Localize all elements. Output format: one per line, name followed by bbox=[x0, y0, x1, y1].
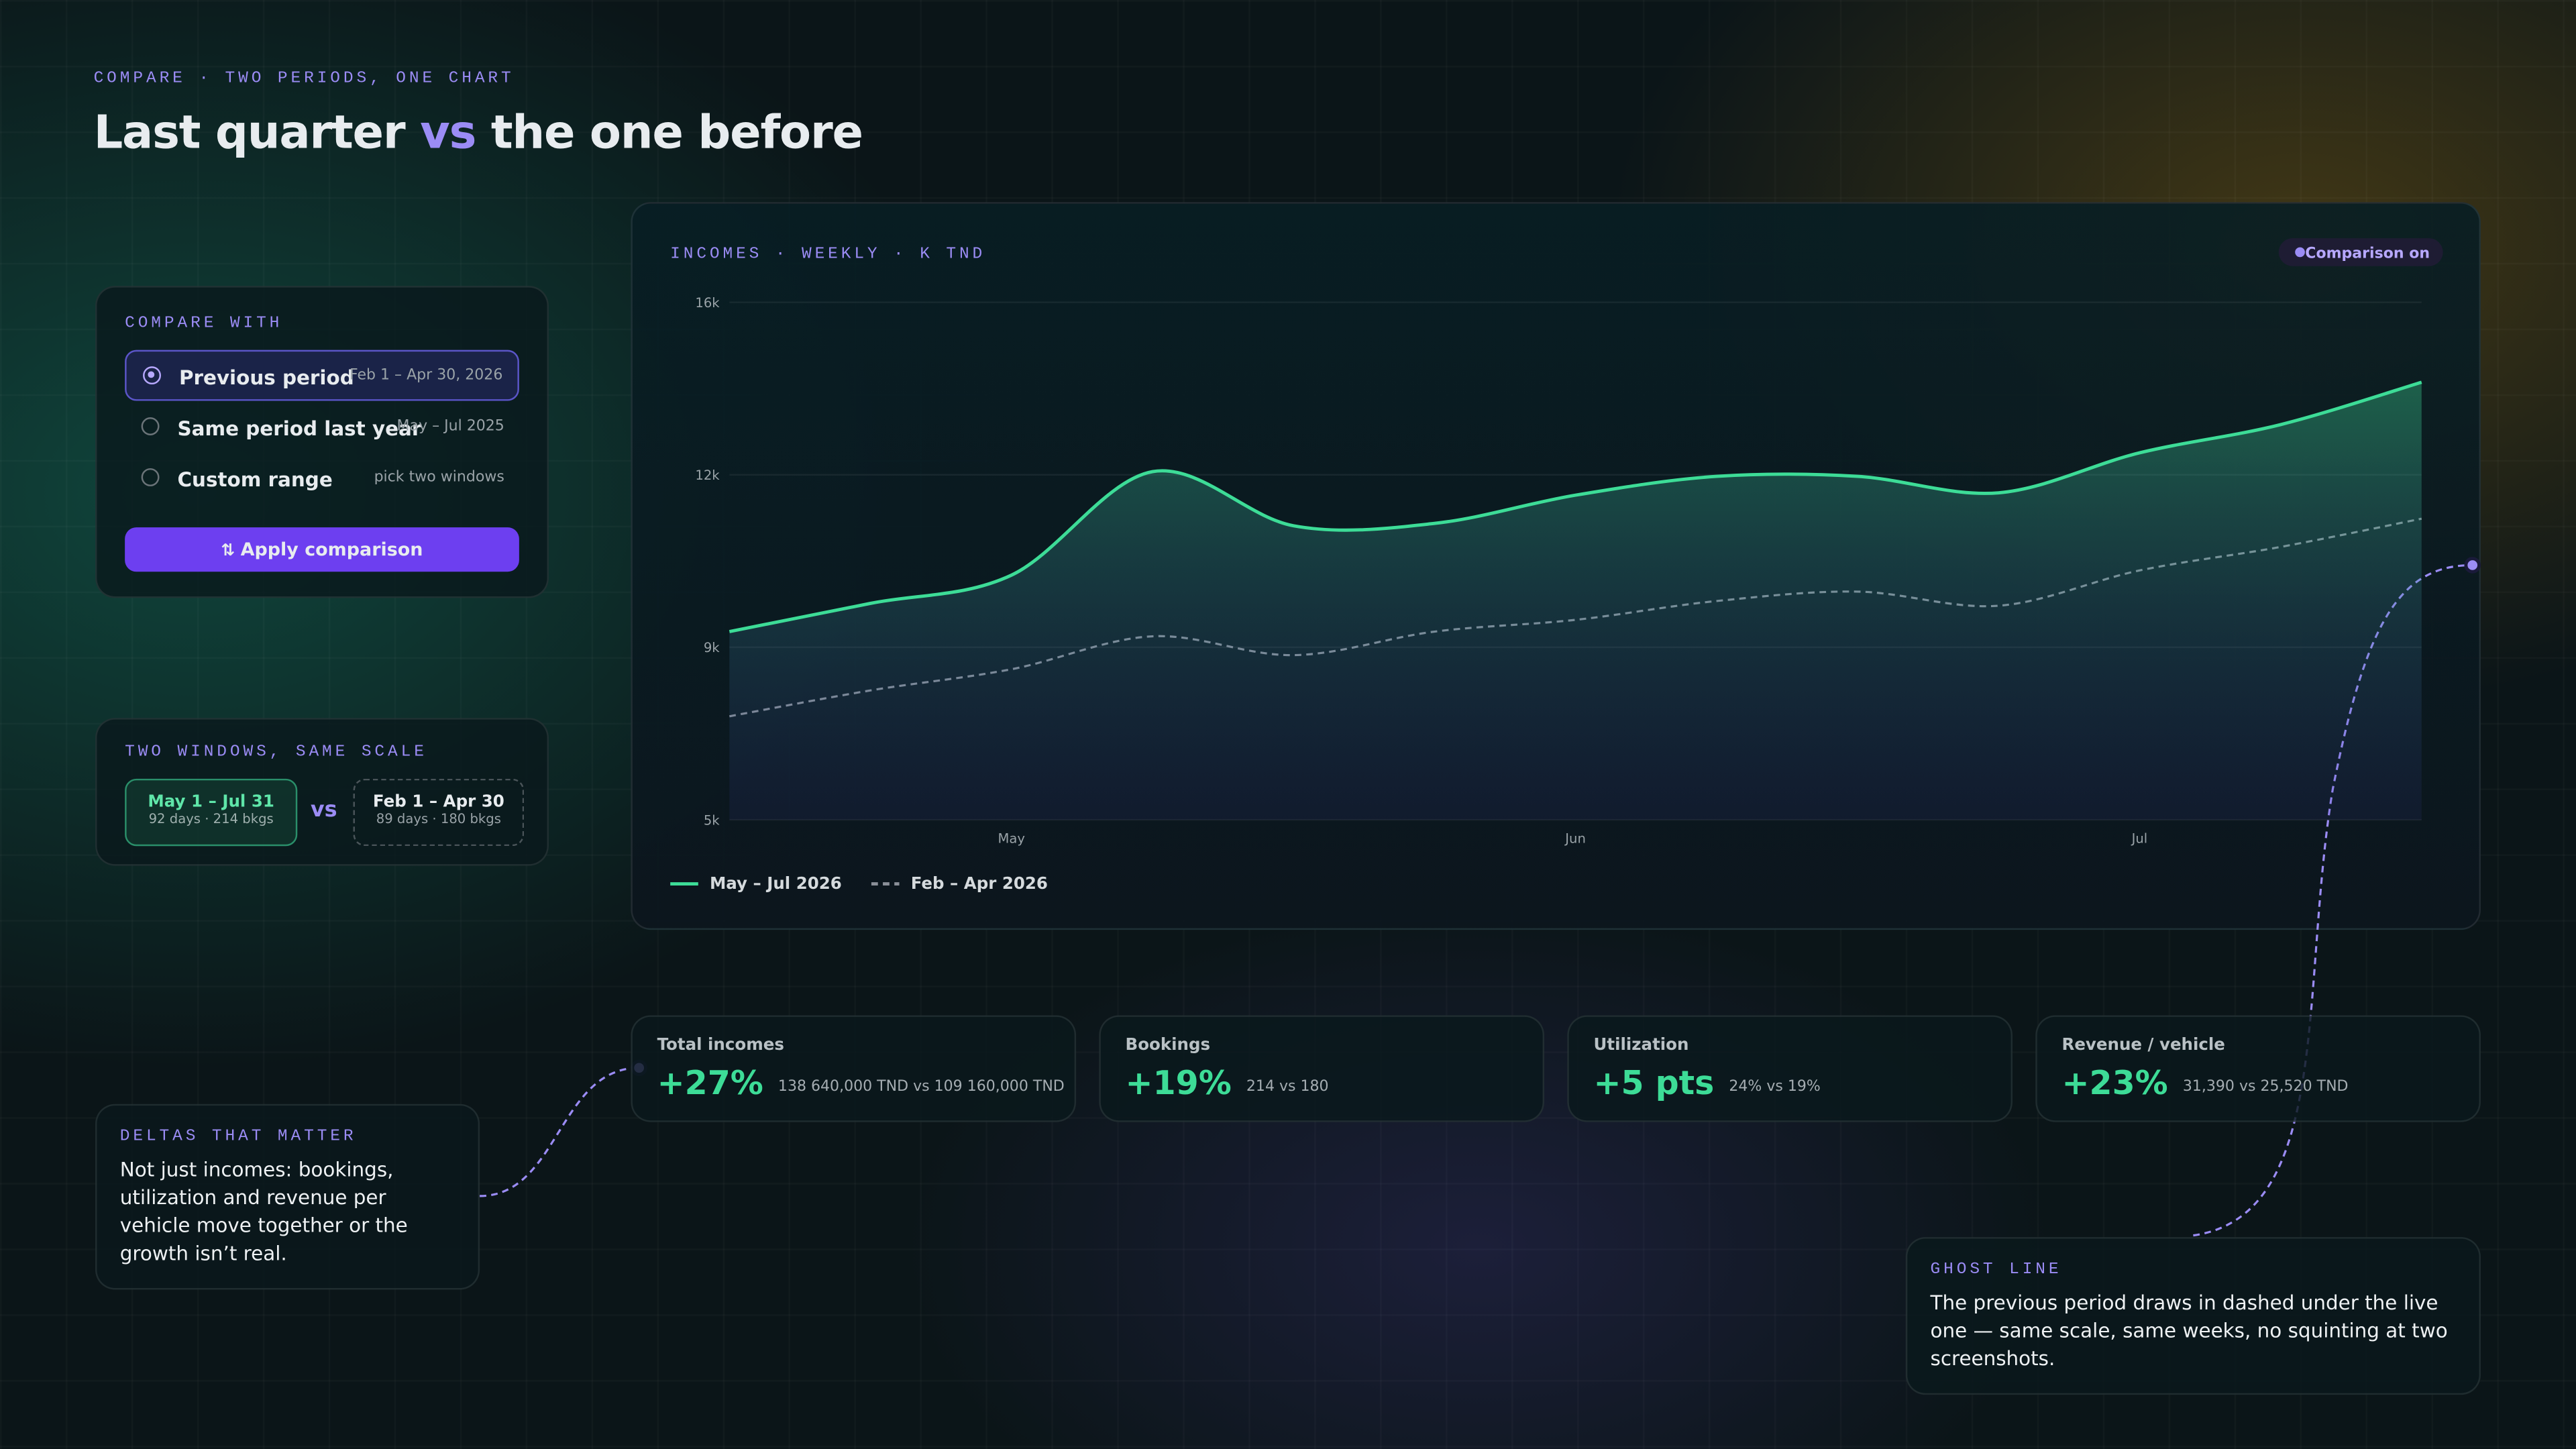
vs: vs bbox=[310, 798, 337, 823]
radio-option[interactable]: Custom range pick two windows bbox=[125, 453, 519, 504]
compare-card: COMPARE WITH ⇅ Apply comparison Previous… bbox=[95, 286, 549, 598]
connector bbox=[2193, 564, 2473, 1237]
eyebrow: COMPARE · TWO PERIODS, ONE CHART bbox=[93, 70, 515, 89]
radio-option[interactable]: Same period last year May – Jul 2025 bbox=[125, 402, 519, 453]
window-detail: 92 days · 214 bkgs bbox=[148, 811, 274, 826]
window-detail: 89 days · 180 bkgs bbox=[376, 811, 501, 826]
kpi-detail: 31,390 vs 25,520 TND bbox=[2182, 1079, 2349, 1096]
note-text: Not just incomes: bookings, utilization … bbox=[119, 1158, 408, 1265]
apply-button[interactable]: ⇅ Apply comparison bbox=[125, 527, 519, 572]
kpi-detail: 24% vs 19% bbox=[1729, 1079, 1821, 1096]
radio-option[interactable]: Previous period Feb 1 – Apr 30, 2026 bbox=[125, 350, 519, 401]
kpi-delta: +27% bbox=[657, 1063, 763, 1103]
previous-window: Feb 1 – Apr 30 89 days · 180 bkgs bbox=[353, 778, 525, 847]
note-text: The previous period draws in dashed unde… bbox=[1930, 1291, 2448, 1371]
option-label: Custom range bbox=[177, 468, 333, 492]
card-heading: TWO WINDOWS, SAME SCALE bbox=[125, 744, 427, 763]
note-heading: DELTAS THAT MATTER bbox=[119, 1128, 357, 1147]
window-range: May 1 – Jul 31 bbox=[148, 793, 274, 812]
badge bbox=[2278, 238, 2443, 266]
chart-title: INCOMES · WEEKLY · K TND bbox=[670, 245, 985, 263]
badge-label: Comparison on bbox=[2305, 245, 2430, 262]
x-tick-label: Jun bbox=[1564, 830, 1586, 846]
title-vs: vs bbox=[420, 105, 476, 160]
x-tick-label: Jul bbox=[2131, 830, 2148, 846]
title-part: Last quarter bbox=[93, 105, 421, 160]
kpi-detail: 214 vs 180 bbox=[1246, 1079, 1329, 1096]
badge-dot bbox=[2295, 247, 2305, 258]
connector bbox=[480, 1067, 639, 1197]
x-tick-label: May bbox=[998, 830, 1025, 846]
area bbox=[729, 382, 2422, 820]
connector-dot bbox=[2464, 557, 2481, 574]
radio bbox=[143, 366, 162, 385]
option-label: Previous period bbox=[178, 366, 354, 390]
y-tick-label: 9k bbox=[704, 640, 720, 655]
kpi-delta: +23% bbox=[2061, 1063, 2168, 1103]
kpi-label: Total incomes bbox=[657, 1036, 784, 1055]
window-range: Feb 1 – Apr 30 bbox=[372, 793, 504, 812]
kpi-card: Bookings +19% 214 vs 180 bbox=[1099, 1015, 1545, 1122]
kpi-delta: +5 pts bbox=[1593, 1063, 1715, 1103]
kpi-delta: +19% bbox=[1125, 1063, 1232, 1103]
button-label: Apply comparison bbox=[240, 539, 423, 561]
ghost-note: GHOST LINE The previous period draws in … bbox=[1905, 1237, 2481, 1395]
option-detail: May – Jul 2025 bbox=[396, 418, 504, 435]
kpi-card: Total incomes +27% 138 640,000 TND vs 109 … bbox=[631, 1015, 1077, 1122]
legend-label: May – Jul 2026 bbox=[710, 873, 842, 893]
page-title: Last quarter vs the one before bbox=[94, 105, 863, 160]
y-tick-label: 16k bbox=[695, 295, 720, 311]
y-tick-label: 5k bbox=[704, 812, 720, 828]
line bbox=[729, 380, 2422, 633]
option-detail: Feb 1 – Apr 30, 2026 bbox=[349, 368, 503, 385]
note-heading: GHOST LINE bbox=[1930, 1261, 2062, 1280]
deltas-note: DELTAS THAT MATTER Not just incomes: boo… bbox=[95, 1104, 480, 1290]
radio bbox=[141, 468, 160, 486]
title-part: the one before bbox=[476, 105, 863, 160]
y-tick-label: 12k bbox=[695, 468, 720, 483]
option-label: Same period last year bbox=[177, 416, 422, 440]
kpi-label: Revenue / vehicle bbox=[2061, 1036, 2225, 1055]
kpi-detail: 138 640,000 TND vs 109 160,000 TND bbox=[777, 1079, 1065, 1096]
legend-label: Feb – Apr 2026 bbox=[911, 873, 1048, 893]
current-window: May 1 – Jul 31 92 days · 214 bkgs bbox=[125, 778, 298, 847]
option-detail: pick two windows bbox=[374, 470, 504, 486]
radio bbox=[141, 416, 160, 435]
kpi-card: Utilization +5 pts 24% vs 19% bbox=[1567, 1015, 2013, 1122]
windows-card: TWO WINDOWS, SAME SCALE May 1 – Jul 31 9… bbox=[95, 718, 549, 866]
kpi-label: Utilization bbox=[1593, 1036, 1689, 1055]
card-heading: COMPARE WITH bbox=[125, 315, 283, 334]
kpi-card: Revenue / vehicle +23% 31,390 vs 25,520 TN… bbox=[2035, 1015, 2481, 1122]
kpi-label: Bookings bbox=[1125, 1036, 1211, 1055]
